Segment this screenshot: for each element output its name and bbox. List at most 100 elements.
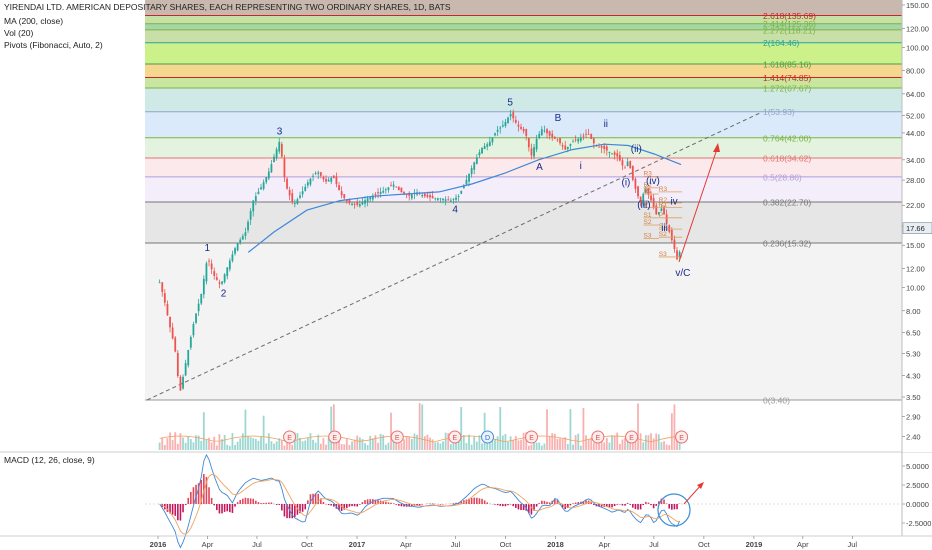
wave-label: ii [604,119,608,130]
fib-band [145,176,902,202]
price-tick-label: 4.30 [906,372,921,381]
volume-bar [468,434,470,450]
volume-bar [572,444,574,450]
indicator-pivots[interactable]: Pivots (Fibonacci, Auto, 2) [4,40,103,50]
volume-bar [626,439,629,450]
volume-bar [616,432,619,450]
volume-bar [501,435,504,450]
candle-body [234,248,236,254]
macd-histogram-bar [473,497,476,504]
macd-histogram-bar [564,504,567,510]
price-axis[interactable]: 150.00 120.00 100.00 80.00 64.00 52.00 44.00 34… [901,0,932,536]
candle-body [366,198,369,203]
indicator-vol[interactable]: Vol (20) [4,28,34,38]
volume-bar [195,435,197,450]
chart-title: YIRENDAI LTD. AMERICAN DEPOSITARY SHARES… [4,2,451,12]
candle-body [639,196,642,202]
macd-histogram-bar [257,502,260,504]
fib-label: 2.618(135.69) [763,11,816,21]
candle-body [522,128,525,132]
volume-bar [241,433,244,450]
time-axis[interactable]: 2016 Apr Jul Oct 2017 Apr Jul Oct 2018 Apr Jul Oct 2… [0,535,932,549]
volume-bar [345,438,348,450]
pivot-label: R1 [644,188,653,195]
macd-histogram-bar [179,504,182,521]
fib-band [145,23,902,30]
macd-histogram-bar [356,504,359,507]
volume-bar [600,440,603,450]
macd-histogram-bar [171,504,174,515]
macd-histogram-bar [606,504,608,507]
volume-bar [343,444,346,450]
pivot-label: R2 [659,197,668,204]
volume-bar [169,432,171,450]
macd-histogram-bar [418,504,421,506]
candle-body [507,117,509,124]
volume-bar [624,437,626,450]
fib-band [145,88,902,112]
macd-histogram-bar [330,504,333,506]
volume-bar [590,437,593,450]
candle-body [312,175,314,177]
volume-bar [278,438,281,450]
volume-bar [356,435,359,450]
macd-histogram-bar [247,498,249,504]
macd-histogram-bar [496,504,499,506]
volume-bar [260,436,262,450]
candle-body [616,153,619,157]
candle-body [582,135,585,137]
candle-body [434,198,437,200]
volume-bar [267,433,270,450]
candle-body [195,313,197,323]
volume-bar [514,436,517,450]
volume-bar [564,437,567,450]
candle-body [314,172,317,174]
volume-bar [465,443,468,450]
macd-pane[interactable]: 5.0000 2.5000 0.0000 -2.5000 [0,451,932,549]
macd-histogram-bar [333,504,335,507]
candle-body [462,185,465,189]
volume-bar [538,442,541,450]
trend-line[interactable] [146,112,761,401]
candle-body [587,133,590,135]
volume-bar [639,433,642,450]
candle-body [629,161,632,169]
candle-body [158,282,161,284]
time-tick-label: Jul [451,540,461,549]
macd-histogram-bar [255,500,257,504]
macd-line [159,453,681,549]
time-tick-label: Oct [500,540,513,549]
macd-histogram-bar [593,504,595,505]
candle-body [538,133,541,138]
price-tick-label: 15.00 [906,241,925,250]
macd-histogram-bar [366,499,369,504]
volume-bar [491,437,494,450]
volume-bar [202,412,205,450]
macd-histogram-bar [403,504,405,507]
macd-histogram-bar [470,498,473,504]
candle-body [499,127,502,129]
candles[interactable] [158,109,681,391]
candle-body [182,376,184,389]
wave-label: v/C [675,268,690,279]
candle-body [299,195,301,198]
fib-label: 1.272(67.67) [763,84,811,94]
macd-histogram-bar [554,498,556,504]
volume-bar [348,444,351,450]
candle-body [335,176,338,185]
indicator-ma[interactable]: MA (200, close) [4,16,64,26]
indicator-macd[interactable]: MACD (12, 26, close, 9) [4,455,95,465]
candle-body [166,303,169,316]
macd-histogram-bar [359,504,361,505]
time-tick-label: Jul [252,540,262,549]
volume-bar [457,435,460,450]
macd-histogram-bar [504,504,507,507]
volume-bar [262,415,265,450]
time-tick-label: Oct [698,540,711,549]
candle-body [644,189,647,193]
macd-histogram-bar [535,504,538,507]
candle-body [397,186,400,191]
